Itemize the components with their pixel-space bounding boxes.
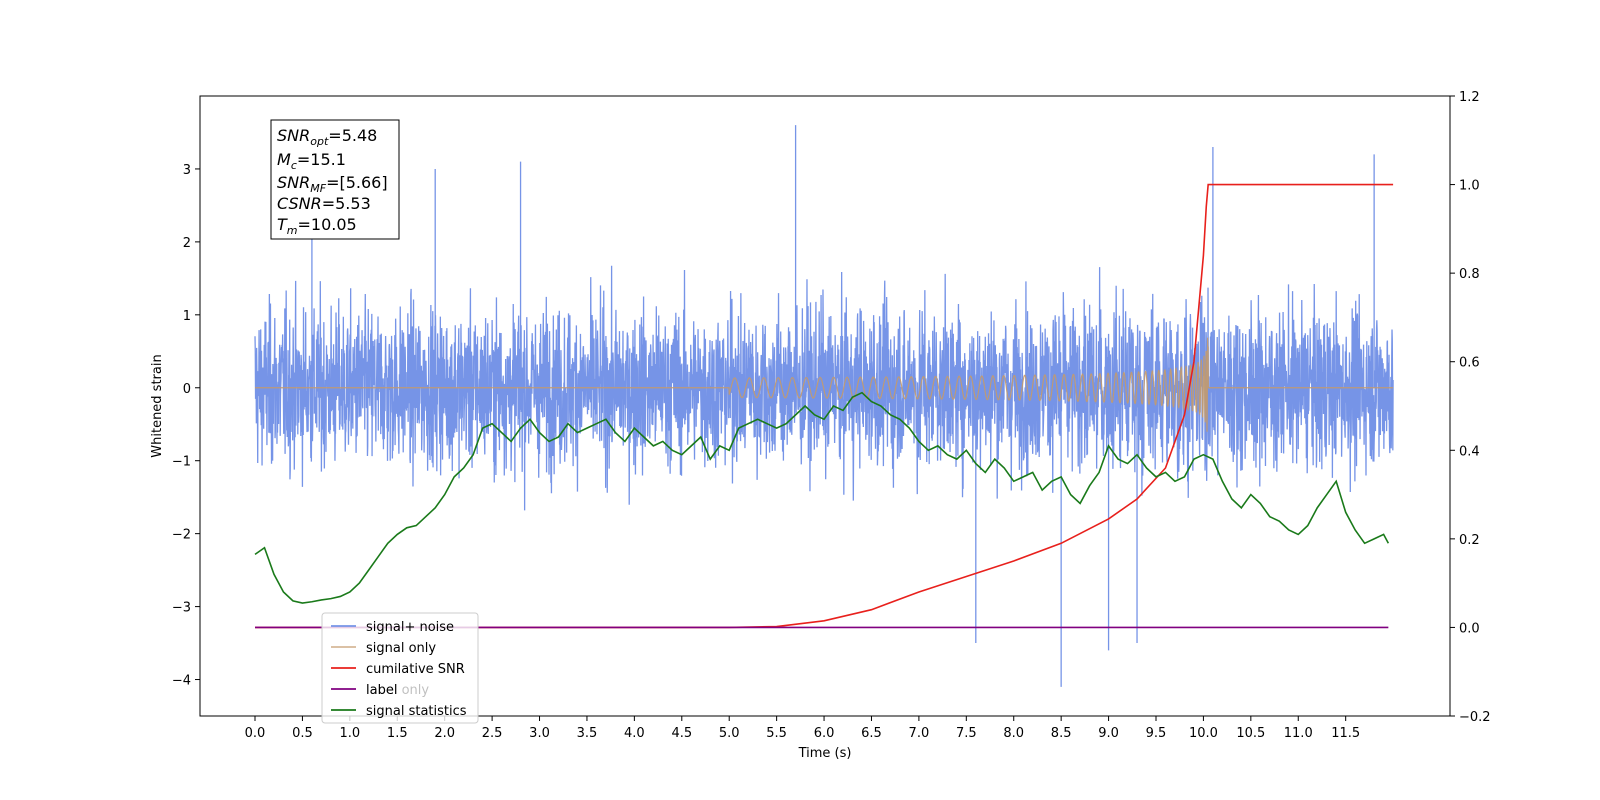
- stats-annotation-line: SNRopt=5.48: [277, 126, 377, 148]
- series-signal-statistics-line: [254, 391, 1390, 604]
- x-tick-label: 10.0: [1189, 726, 1218, 741]
- x-tick-label: 10.5: [1236, 726, 1265, 741]
- x-tick-label: 11.0: [1284, 726, 1313, 741]
- x-tick-label: 7.0: [909, 726, 930, 741]
- plot-area: [254, 125, 1394, 687]
- x-tick-label: 6.0: [814, 726, 835, 741]
- y-tick-label: −1: [172, 455, 191, 470]
- stats-annotation-line: SNRMF=[5.66]: [277, 173, 388, 195]
- y-tick-label: 3: [183, 163, 191, 178]
- y2-tick-label: 0.6: [1459, 356, 1480, 371]
- legend-label: signal statistics: [366, 704, 467, 719]
- x-tick-label: 4.5: [671, 726, 692, 741]
- x-axis-title: Time (s): [798, 746, 852, 761]
- y2-tick-label: 0.2: [1459, 533, 1480, 548]
- y2-tick-label: 1.2: [1459, 90, 1480, 105]
- x-tick-label: 4.0: [624, 726, 645, 741]
- x-tick-label: 1.5: [387, 726, 408, 741]
- x-tick-label: 8.0: [1003, 726, 1024, 741]
- y2-tick-label: 0.8: [1459, 267, 1480, 282]
- x-tick-label: 1.0: [340, 726, 361, 741]
- series-cumulative-snr-line: [255, 183, 1394, 629]
- x-tick-label: 3.5: [577, 726, 598, 741]
- legend: label only signal+ noise signal only cumila…: [321, 612, 479, 724]
- series-signal-only-line: [255, 337, 1394, 432]
- stats-annotation-line: CSNR=5.53: [277, 194, 371, 213]
- legend-box: [321, 612, 479, 724]
- y-tick-label: 2: [183, 236, 191, 251]
- y2-tick-label: −0.2: [1459, 710, 1491, 725]
- legend-label: label: [366, 683, 397, 698]
- series-signal-noise-line: [254, 125, 1394, 687]
- x-tick-label: 6.5: [861, 726, 882, 741]
- y-axis-title: Whitened strain: [150, 354, 165, 457]
- legend-label: signal only: [366, 641, 436, 656]
- x-tick-label: 11.5: [1331, 726, 1360, 741]
- y-tick-label: −4: [172, 674, 191, 689]
- legend-ghost-text: label only: [366, 683, 429, 698]
- y2-tick-label: 0.4: [1459, 444, 1480, 459]
- x-tick-label: 9.0: [1098, 726, 1119, 741]
- stats-annotation-line: Tm=10.05: [277, 215, 357, 237]
- y-tick-label: −2: [172, 528, 191, 543]
- y-tick-label: 1: [183, 309, 191, 324]
- x-tick-label: 9.5: [1146, 726, 1167, 741]
- plot-frame: [199, 95, 1451, 717]
- x-tick-label: 0.5: [292, 726, 313, 741]
- legend-label: signal+ noise: [366, 620, 454, 635]
- x-tick-label: 0.0: [245, 726, 266, 741]
- x-tick-label: 3.0: [529, 726, 550, 741]
- x-tick-label: 2.5: [482, 726, 503, 741]
- legend-label: cumilative SNR: [366, 662, 465, 677]
- x-tick-label: 7.5: [956, 726, 977, 741]
- x-tick-label: 8.5: [1051, 726, 1072, 741]
- axes: 0.0 0.5 1.0 1.5 2.0 2.5 3.0 3.5 4.0 4.5 5.0 5.5 6.0 6…: [172, 90, 1491, 741]
- x-tick-label: 5.0: [719, 726, 740, 741]
- y-tick-label: −3: [172, 601, 191, 616]
- stats-annotation-line: Mc=15.1: [277, 150, 346, 172]
- y2-tick-label: 1.0: [1459, 179, 1480, 194]
- x-tick-label: 2.0: [434, 726, 455, 741]
- y2-tick-label: 0.0: [1459, 621, 1480, 636]
- y-tick-label: 0: [183, 382, 191, 397]
- stats-annotation-box: [270, 119, 400, 240]
- x-tick-label: 5.5: [766, 726, 787, 741]
